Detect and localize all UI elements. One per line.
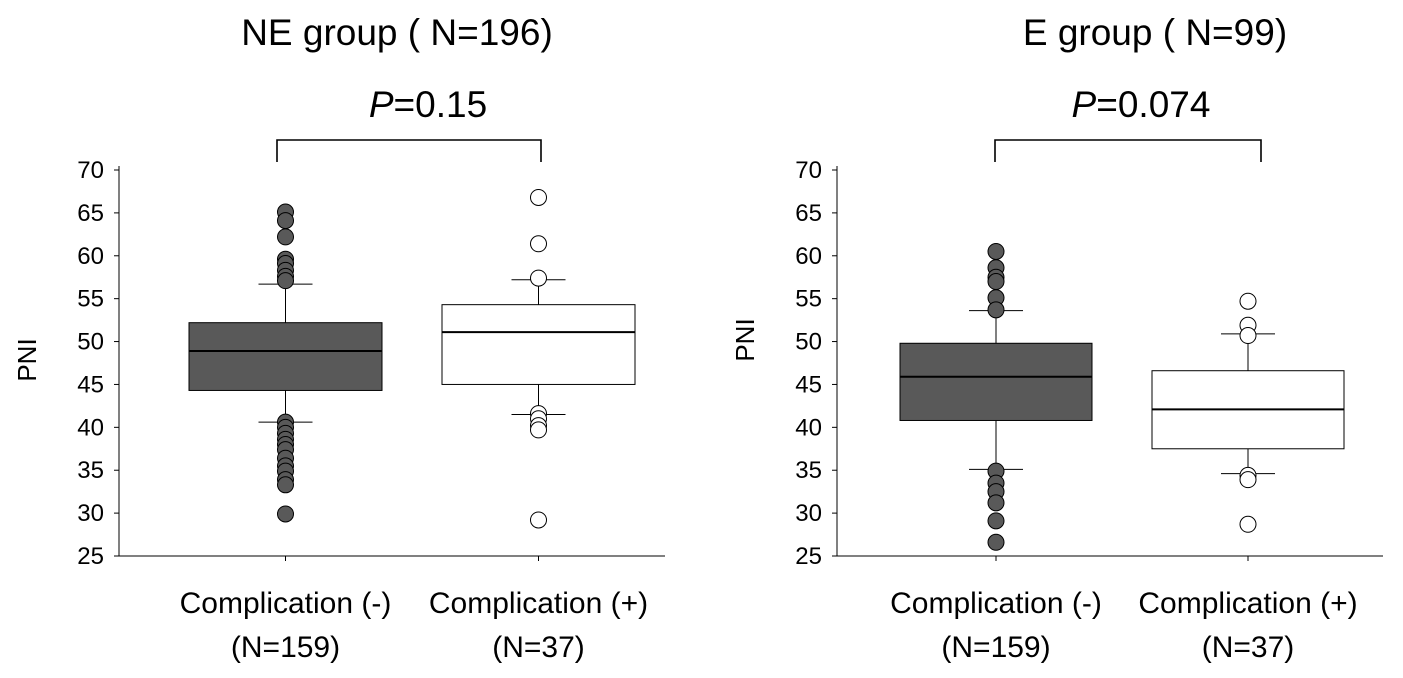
chart-panel-2: E group ( N=99) P=0.074 70 65 60 55 50 45 40 35 30… <box>730 12 1383 664</box>
y-tick-label: 35 <box>77 457 104 484</box>
category-n-label: (N=159) <box>941 631 1050 664</box>
y-tick-label: 60 <box>77 243 104 270</box>
y-tick-label: 40 <box>795 414 822 441</box>
outlier-point <box>530 235 547 253</box>
y-tick-label: 70 <box>77 157 104 184</box>
iqr-box <box>441 304 636 385</box>
outlier-point <box>987 533 1005 551</box>
iqr-box <box>899 342 1093 421</box>
y-tick-label: 65 <box>795 200 822 227</box>
y-tick-label: 35 <box>795 457 822 484</box>
y-tick-label: 50 <box>795 329 822 356</box>
category-label: Complication (-) <box>890 587 1102 620</box>
p-symbol: P <box>369 84 394 125</box>
outlier-point <box>277 505 294 523</box>
outlier-point <box>1239 471 1257 489</box>
y-tick-label: 30 <box>795 500 822 527</box>
outlier-point <box>1239 327 1257 345</box>
category-n-label: (N=159) <box>231 631 340 664</box>
y-tick-label: 30 <box>77 500 104 527</box>
y-tick-label: 65 <box>77 200 104 227</box>
category-label: Complication (+) <box>1138 587 1357 620</box>
box-2: Complication (+) (N=37) <box>1138 292 1358 664</box>
p-value-label: P=0.15 <box>369 84 487 125</box>
p-value: =0.074 <box>1096 84 1210 125</box>
outlier-point <box>987 494 1005 512</box>
chart-panel-1: NE group ( N=196) P=0.15 70 65 60 55 50 45 40 35 3… <box>12 12 665 664</box>
y-tick-label: 70 <box>795 157 822 184</box>
chart-title: E group ( N=99) <box>1023 12 1287 53</box>
outlier-point <box>530 188 547 206</box>
outlier-point <box>987 273 1005 291</box>
outlier-point <box>277 476 294 494</box>
outlier-point <box>277 212 294 230</box>
p-symbol: P <box>1072 84 1097 125</box>
box-1: Complication (-) (N=159) <box>180 203 392 664</box>
y-tick-label: 40 <box>77 414 104 441</box>
outlier-point <box>530 511 547 529</box>
y-tick-label: 60 <box>795 243 822 270</box>
outlier-point <box>1239 515 1257 533</box>
outlier-point <box>277 228 294 246</box>
significance-bracket <box>994 139 1262 162</box>
outlier-point <box>530 269 547 287</box>
p-value-label: P=0.074 <box>1072 84 1211 125</box>
y-axis-label: PNI <box>730 318 760 361</box>
significance-bracket <box>276 139 542 162</box>
outlier-point <box>277 272 294 290</box>
box-1: Complication (-) (N=159) <box>890 242 1102 664</box>
category-label: Complication (-) <box>180 587 392 620</box>
y-axis-label: PNI <box>12 338 42 381</box>
outlier-point <box>987 242 1005 260</box>
y-tick-label: 45 <box>795 371 822 398</box>
category-n-label: (N=37) <box>1202 631 1295 664</box>
p-value: =0.15 <box>394 84 488 125</box>
category-n-label: (N=37) <box>492 631 585 664</box>
y-tick-label: 45 <box>77 371 104 398</box>
y-tick-label: 25 <box>77 543 104 570</box>
iqr-box <box>188 322 383 391</box>
y-tick-label: 55 <box>795 286 822 313</box>
outlier-point <box>1239 292 1257 310</box>
y-tick-label: 25 <box>795 543 822 570</box>
outlier-point <box>987 301 1005 319</box>
category-label: Complication (+) <box>429 587 648 620</box>
outlier-point <box>987 512 1005 530</box>
y-tick-label: 50 <box>77 329 104 356</box>
y-tick-label: 55 <box>77 286 104 313</box>
box-2: Complication (+) (N=37) <box>429 188 648 664</box>
chart-title: NE group ( N=196) <box>241 12 553 53</box>
outlier-point <box>530 421 547 439</box>
